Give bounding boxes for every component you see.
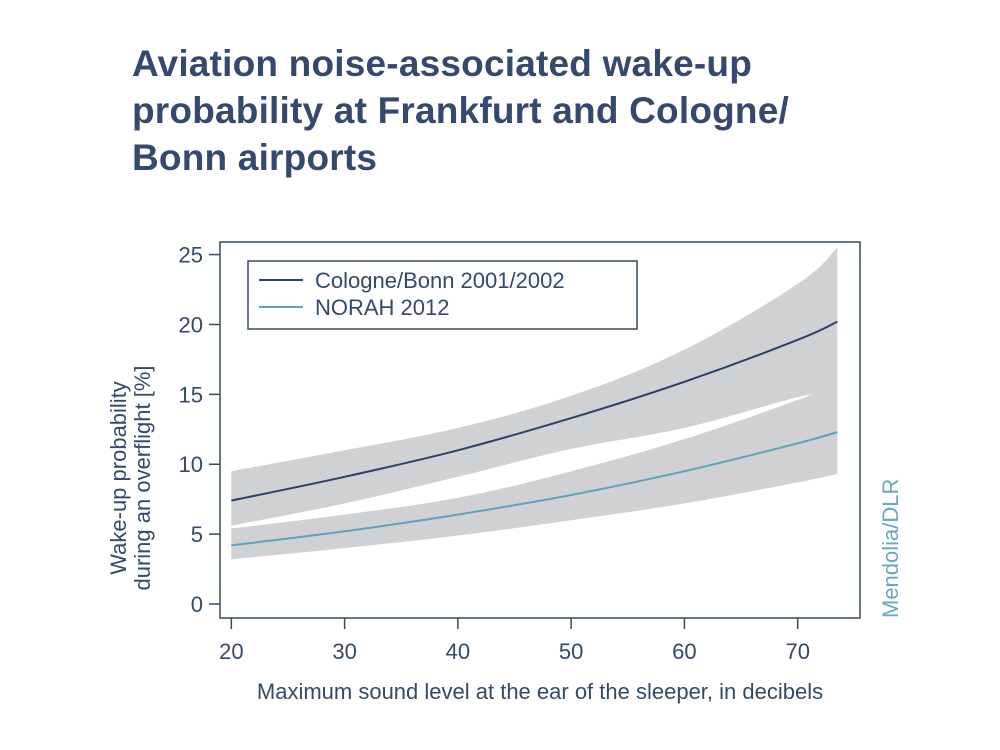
series-line-1 [231,431,838,547]
x-tick-label: 70 [785,639,809,664]
legend-label-cologne: Cologne/Bonn 2001/2002 [315,268,565,293]
confidence-band-1 [231,383,838,560]
x-tick-label: 30 [332,639,356,664]
y-tick-label: 5 [191,522,203,547]
y-axis-label: Wake-up probability during an overflight… [106,365,155,590]
legend-box [247,260,638,330]
legend-label-norah: NORAH 2012 [315,295,450,320]
confidence-bands [231,247,838,560]
chart-title: Aviation noise-associated wake-up probab… [132,40,892,181]
legend: Cologne/Bonn 2001/2002 NORAH 2012 [247,260,638,330]
confidence-band-0 [231,247,838,526]
plot-frame [219,241,861,619]
title-line-1: Aviation noise-associated wake-up [132,43,753,84]
series-line-0 [231,320,838,502]
x-tick-label: 40 [446,639,470,664]
title-line-2: probability at Frankfurt and Cologne/ [132,90,789,131]
title-line-3: Bonn airports [132,137,378,178]
y-axis-ticks: 0 5 10 15 20 25 [179,243,220,617]
x-tick-label: 20 [219,639,243,664]
y-tick-label: 25 [179,243,203,268]
x-tick-label: 50 [559,639,583,664]
y-tick-label: 20 [179,312,203,337]
x-axis-label: Maximum sound level at the ear of the sl… [257,679,823,704]
y-tick-label: 10 [179,452,203,477]
y-tick-label: 15 [179,382,203,407]
y-tick-label: 0 [191,592,203,617]
y-axis-label-line-1: Wake-up probability [106,381,131,575]
y-axis-label-line-2: during an overflight [%] [130,365,155,590]
series-lines [231,320,838,547]
image-credit: Mendolia/DLR [878,479,903,618]
x-axis-ticks: 20 30 40 50 60 70 [219,618,810,664]
x-tick-label: 60 [672,639,696,664]
